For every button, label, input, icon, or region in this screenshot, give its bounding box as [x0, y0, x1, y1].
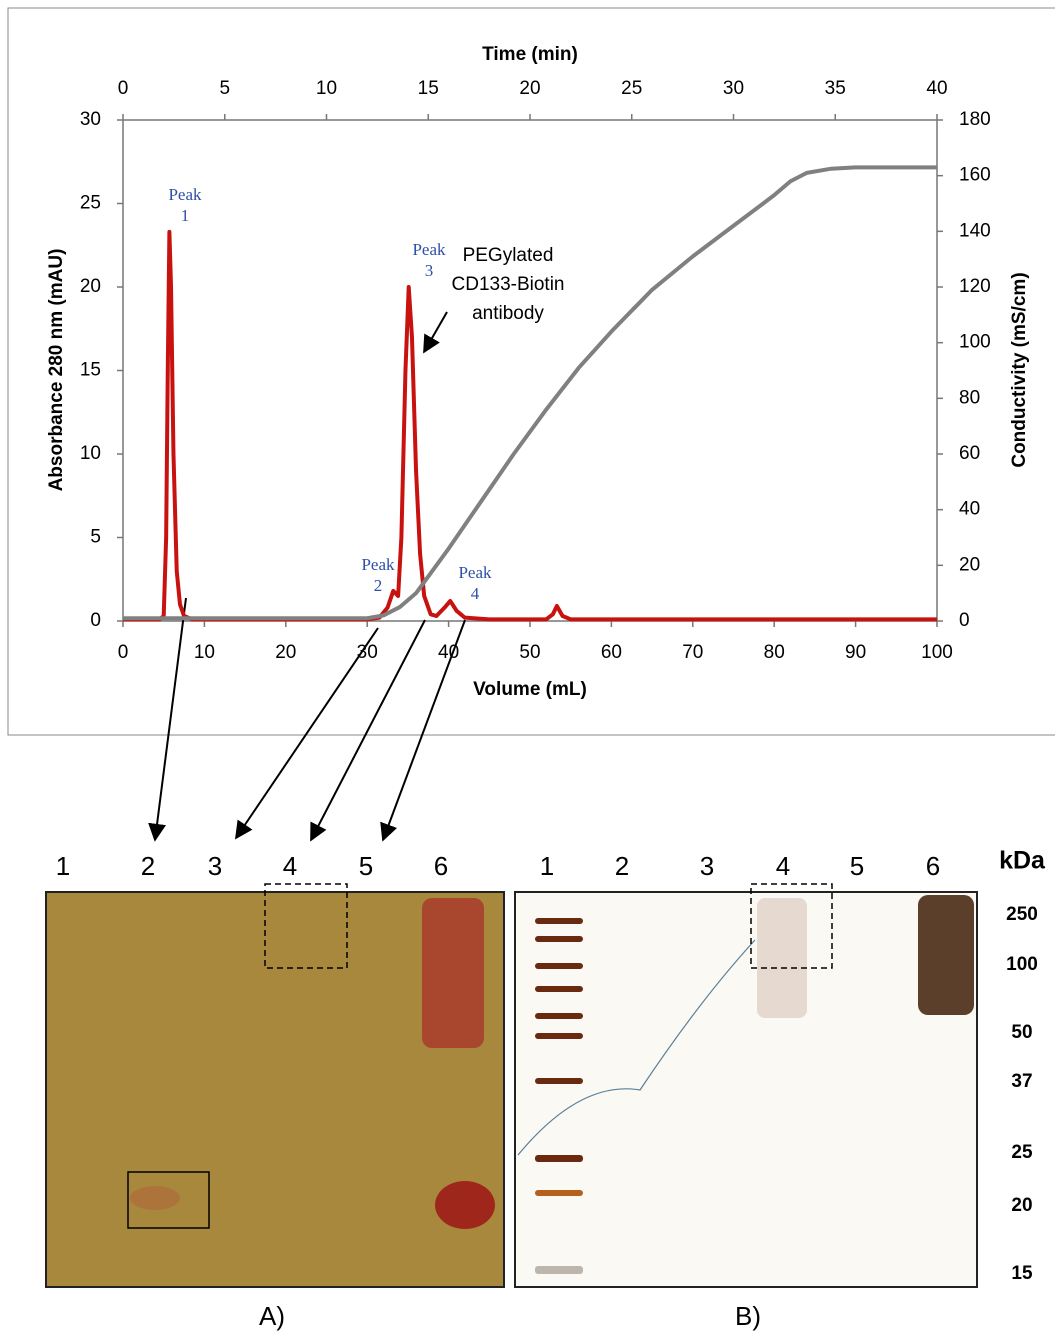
- marker-label: 37: [1011, 1071, 1032, 1092]
- x2-tick-label: 10: [316, 78, 337, 99]
- x2-tick-label: 40: [926, 78, 947, 99]
- lane-label: 6: [434, 851, 448, 881]
- x2-tick-label: 25: [621, 78, 642, 99]
- y2-axis-title: Conductivity (mS/cm): [1009, 272, 1030, 467]
- ladder-band: [535, 918, 583, 924]
- x-tick-label: 60: [601, 642, 622, 663]
- y2-tick-label: 120: [959, 276, 991, 297]
- annotation: 4: [471, 584, 480, 603]
- y2-tick-label: 160: [959, 165, 991, 186]
- x2-tick-label: 35: [825, 78, 846, 99]
- annotation: PEGylated: [463, 245, 554, 266]
- marker-label: 15: [1011, 1263, 1033, 1284]
- marker-label: 100: [1006, 954, 1038, 975]
- panel-label: A): [259, 1301, 285, 1331]
- x-tick-label: 40: [438, 642, 459, 663]
- x2-axis-title: Time (min): [482, 44, 578, 65]
- lane-label: 1: [540, 851, 554, 881]
- annotation: CD133-Biotin: [452, 274, 565, 295]
- marker-label: 50: [1011, 1022, 1032, 1043]
- y2-tick-label: 80: [959, 387, 980, 408]
- lane-label: 5: [850, 851, 864, 881]
- y2-tick-label: 20: [959, 554, 980, 575]
- annotation: 1: [181, 206, 190, 225]
- y2-tick-label: 180: [959, 109, 991, 130]
- panel-label: B): [735, 1301, 761, 1331]
- y-tick-label: 10: [80, 443, 101, 464]
- lane-label: 1: [56, 851, 70, 881]
- y-tick-label: 25: [80, 193, 101, 214]
- ladder-band: [535, 1013, 583, 1019]
- ladder-band: [535, 1033, 583, 1039]
- y-axis-title: Absorbance 280 nm (mAU): [46, 249, 67, 492]
- annotation: 2: [374, 576, 383, 595]
- gel-band: [422, 898, 484, 1048]
- y2-tick-label: 60: [959, 443, 980, 464]
- x-tick-label: 70: [682, 642, 703, 663]
- gel-band: [918, 895, 974, 1015]
- annotation: antibody: [472, 303, 544, 324]
- lane-label: 3: [700, 851, 714, 881]
- x-tick-label: 50: [519, 642, 540, 663]
- lane-label: 6: [926, 851, 940, 881]
- ladder-band: [535, 963, 583, 969]
- marker-label: 250: [1006, 904, 1038, 925]
- ladder-band: [535, 1078, 583, 1084]
- x-tick-label: 100: [921, 642, 953, 663]
- lane-label: 4: [776, 851, 790, 881]
- ladder-band: [535, 1190, 583, 1196]
- y-tick-label: 0: [90, 610, 101, 631]
- x-tick-label: 30: [357, 642, 378, 663]
- chart-frame: [8, 8, 1055, 735]
- annotation: 3: [425, 261, 434, 280]
- y2-tick-label: 140: [959, 220, 991, 241]
- x-axis-title: Volume (mL): [473, 679, 587, 700]
- x-tick-label: 0: [118, 642, 129, 663]
- y-tick-label: 5: [90, 527, 101, 548]
- annotation: Peak: [168, 185, 202, 204]
- marker-unit: kDa: [999, 847, 1046, 875]
- ladder-band: [535, 1266, 583, 1274]
- y-tick-label: 30: [80, 109, 101, 130]
- x2-tick-label: 15: [418, 78, 439, 99]
- lane-label: 2: [141, 851, 155, 881]
- ladder-band: [535, 1155, 583, 1162]
- ladder-band: [535, 986, 583, 992]
- gel-b: [515, 892, 977, 1287]
- x2-tick-label: 5: [219, 78, 230, 99]
- gel-band: [435, 1181, 495, 1229]
- x-tick-label: 10: [194, 642, 215, 663]
- annotation: Peak: [361, 555, 395, 574]
- x-tick-label: 90: [845, 642, 866, 663]
- y-tick-label: 15: [80, 360, 101, 381]
- lane-label: 5: [359, 851, 373, 881]
- y2-tick-label: 100: [959, 332, 991, 353]
- x-tick-label: 80: [764, 642, 785, 663]
- x2-tick-label: 30: [723, 78, 744, 99]
- lane-label: 2: [615, 851, 629, 881]
- marker-label: 20: [1011, 1195, 1032, 1216]
- x2-tick-label: 0: [118, 78, 129, 99]
- gel-band: [130, 1186, 180, 1210]
- figure: Volume (mL) Time (min) Absorbance 280 nm…: [0, 0, 1055, 1335]
- gel-band: [757, 898, 807, 1018]
- x2-tick-label: 20: [519, 78, 540, 99]
- marker-label: 25: [1011, 1142, 1033, 1163]
- annotation: Peak: [412, 240, 446, 259]
- x-tick-label: 20: [275, 642, 296, 663]
- annotation: Peak: [458, 563, 492, 582]
- lane-label: 3: [208, 851, 222, 881]
- y-tick-label: 20: [80, 276, 101, 297]
- y2-tick-label: 40: [959, 499, 980, 520]
- lane-label: 4: [283, 851, 297, 881]
- ladder-band: [535, 936, 583, 942]
- y2-tick-label: 0: [959, 610, 970, 631]
